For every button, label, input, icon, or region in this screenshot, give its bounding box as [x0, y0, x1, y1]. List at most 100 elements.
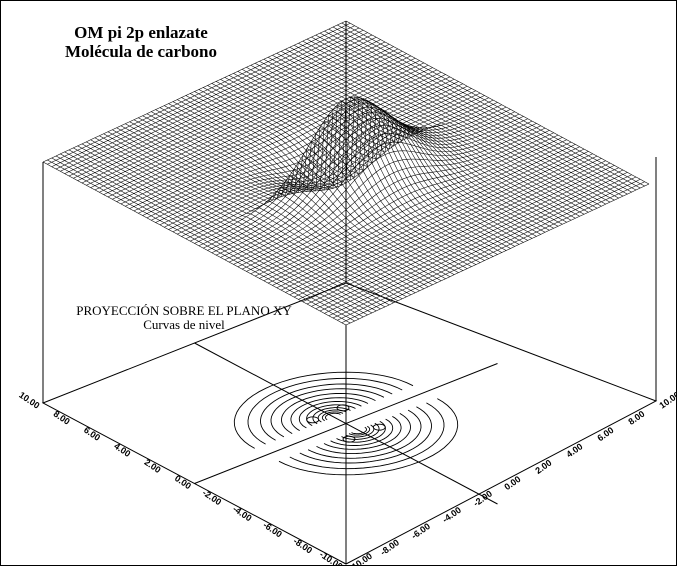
mesh-line — [151, 78, 455, 221]
left-tick-label: 8.00 — [52, 409, 72, 427]
mesh-line — [328, 28, 632, 193]
contour-peak — [306, 416, 320, 424]
mesh-line — [198, 89, 502, 253]
contour-peak — [342, 435, 356, 443]
contour-line — [299, 406, 432, 464]
mesh-line — [172, 101, 477, 265]
mesh-line — [332, 26, 637, 191]
mesh-line — [315, 34, 619, 199]
left-tick-label: -4.00 — [231, 504, 254, 524]
mesh-line — [306, 38, 611, 203]
contour-line — [336, 421, 386, 443]
mesh-line — [246, 130, 550, 272]
contour-line — [325, 412, 341, 421]
mesh-line — [259, 61, 563, 225]
contour-line — [281, 392, 376, 434]
mesh-line — [146, 76, 451, 219]
contour-line — [348, 425, 371, 436]
mesh-line — [237, 71, 541, 235]
mesh-line — [203, 87, 507, 251]
mesh-line — [120, 125, 425, 289]
mesh-line — [146, 113, 451, 277]
left-tick-label: 2.00 — [143, 457, 163, 475]
bottom-plane-outline — [41, 282, 658, 565]
mesh-line — [289, 46, 593, 211]
mesh-line — [220, 79, 524, 243]
mesh-line — [276, 52, 580, 217]
mesh-line — [276, 146, 580, 288]
mesh-line — [220, 116, 524, 258]
mesh-line — [289, 153, 593, 295]
mesh-line — [272, 144, 576, 286]
bottom-tick-label: -6.00 — [409, 521, 432, 541]
mesh-line — [302, 40, 606, 205]
contour-line — [306, 404, 356, 426]
mesh-line — [298, 158, 602, 300]
bottom-tick-label: 2.00 — [533, 458, 553, 476]
mesh-line — [298, 42, 602, 207]
surface-mesh — [42, 20, 650, 326]
mesh-line — [159, 83, 464, 226]
mesh-line — [250, 132, 554, 275]
mesh-line — [280, 50, 585, 215]
mesh-line — [337, 179, 641, 321]
mesh-line — [254, 134, 559, 277]
contour-line — [330, 418, 394, 446]
title-line-1: OM pi 2p enlazate — [74, 23, 208, 42]
bounding-box — [41, 21, 658, 565]
contour-line — [323, 416, 402, 450]
mesh-line — [133, 119, 438, 283]
mesh-line — [181, 95, 485, 237]
mesh-line — [86, 141, 390, 306]
projection-label: PROYECCIÓN SOBRE EL PLANO XY — [76, 303, 292, 318]
bottom-tick-label: 6.00 — [595, 425, 615, 443]
mesh-line — [215, 81, 520, 245]
mesh-line — [241, 127, 546, 270]
mesh-line — [259, 137, 563, 279]
mesh-line — [233, 123, 537, 265]
mesh-line — [77, 145, 381, 310]
mesh-line — [168, 88, 472, 230]
mesh-line — [267, 57, 572, 221]
mesh-line — [341, 22, 645, 187]
mesh-line — [332, 176, 637, 319]
left-tick-label: 6.00 — [82, 425, 102, 443]
mesh-line — [306, 162, 611, 305]
mesh-line — [293, 155, 598, 298]
bottom-tick-label: 10.00 — [657, 390, 676, 411]
mesh-line — [94, 137, 399, 302]
mesh-line — [328, 174, 632, 316]
mesh-line — [90, 139, 394, 304]
contour-line — [260, 383, 393, 441]
bottom-tick-label: -8.00 — [378, 537, 401, 557]
mesh-line — [103, 133, 407, 298]
contour-line — [307, 409, 422, 459]
contour-line — [341, 422, 380, 440]
contour-peak — [372, 423, 386, 431]
left-tick-label: 0.00 — [173, 473, 193, 491]
mesh-line — [324, 30, 628, 195]
left-tick-label: -8.00 — [292, 536, 315, 556]
mesh-line — [311, 165, 615, 307]
mesh-line — [155, 81, 459, 223]
bottom-tick-label: 0.00 — [502, 474, 522, 492]
bottom-axis-line-2 — [194, 363, 498, 484]
contour-line — [247, 377, 403, 445]
bottom-tick-label: -10.00 — [347, 551, 374, 565]
left-tick-label: 10.00 — [17, 390, 41, 411]
bottom-tick-label: 4.00 — [564, 441, 584, 459]
contour-line — [233, 371, 414, 449]
mesh-line — [73, 147, 377, 312]
contour-peak — [336, 404, 350, 412]
mesh-line — [211, 111, 515, 254]
mesh-line — [250, 65, 554, 229]
mesh-line — [237, 125, 541, 268]
mesh-line — [337, 24, 641, 189]
mesh-line — [129, 121, 433, 285]
mesh-line — [263, 59, 567, 223]
mesh-line — [203, 102, 507, 249]
left-tick-label: -10.00 — [318, 549, 345, 565]
left-tick-label: -6.00 — [261, 520, 284, 540]
mesh-line — [185, 97, 489, 240]
